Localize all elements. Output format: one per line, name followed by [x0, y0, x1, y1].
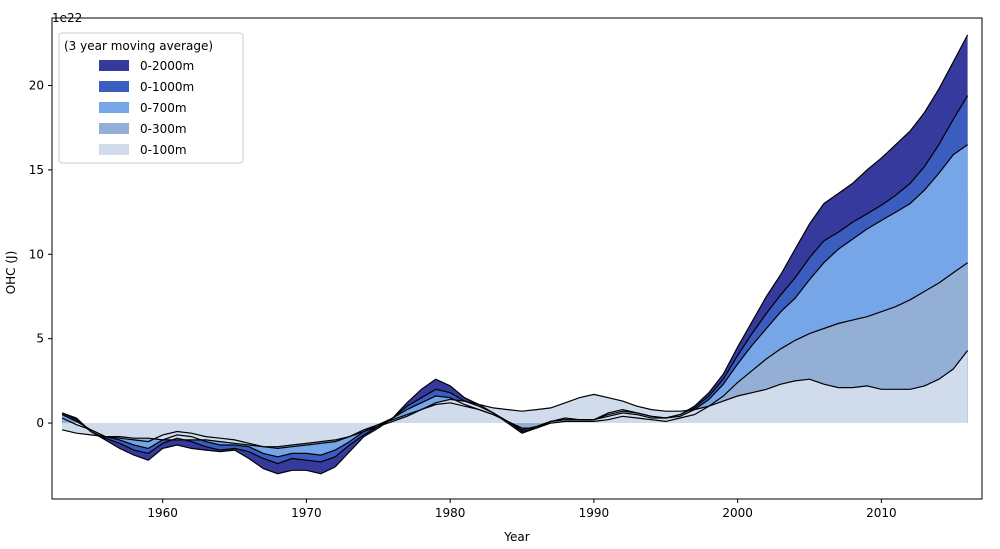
- y-axis-label: OHC (J): [4, 251, 18, 295]
- legend-items: 0-2000m 0-1000m 0-700m 0-300m 0-100m: [99, 59, 194, 157]
- y-tick-label-20: 20: [29, 79, 44, 93]
- legend-label-0-300m: 0-300m: [140, 122, 187, 136]
- legend-label-0-700m: 0-700m: [140, 101, 187, 115]
- legend-label-0-2000m: 0-2000m: [140, 59, 194, 73]
- y-axis: 0 5 10 15 20: [29, 79, 52, 430]
- line-0-300m: [61, 262, 968, 450]
- y-tick-label-0: 0: [36, 416, 44, 430]
- line-0-1000m: [61, 95, 969, 465]
- legend-label-0-1000m: 0-1000m: [140, 80, 194, 94]
- legend: (3 year moving average) 0-2000m0-1000m0-…: [58, 32, 244, 164]
- x-tick-label-1970: 1970: [291, 506, 322, 520]
- legend-swatch-0-2000m: [99, 60, 129, 71]
- legend-swatch-0-300m: [99, 123, 129, 134]
- x-axis-label: Year: [503, 530, 529, 544]
- x-tick-label-2000: 2000: [722, 506, 753, 520]
- legend-swatch-0-700m: [99, 102, 129, 113]
- y-offset-text: 1e22: [52, 11, 82, 25]
- legend-title: (3 year moving average): [64, 39, 213, 53]
- legend-label-0-100m: 0-100m: [140, 143, 187, 157]
- legend-swatch-0-100m: [99, 144, 129, 155]
- line-0-100m: [61, 350, 969, 448]
- x-tick-label-1990: 1990: [579, 506, 610, 520]
- y-tick-label-10: 10: [29, 247, 44, 261]
- x-tick-label-1980: 1980: [435, 506, 466, 520]
- x-tick-label-1960: 1960: [147, 506, 178, 520]
- legend-swatch-0-1000m: [99, 81, 129, 92]
- area-0-100m: [62, 350, 968, 447]
- y-tick-label-15: 15: [29, 163, 44, 177]
- x-tick-label-2010: 2010: [866, 506, 897, 520]
- series-outlines: [61, 34, 969, 475]
- x-axis: 1960 1970 1980 1990 2000 2010: [147, 499, 897, 520]
- plot-frame: [51, 17, 983, 500]
- line-0-700m: [61, 144, 968, 458]
- y-tick-label-5: 5: [36, 332, 44, 346]
- line-0-2000m: [61, 34, 969, 475]
